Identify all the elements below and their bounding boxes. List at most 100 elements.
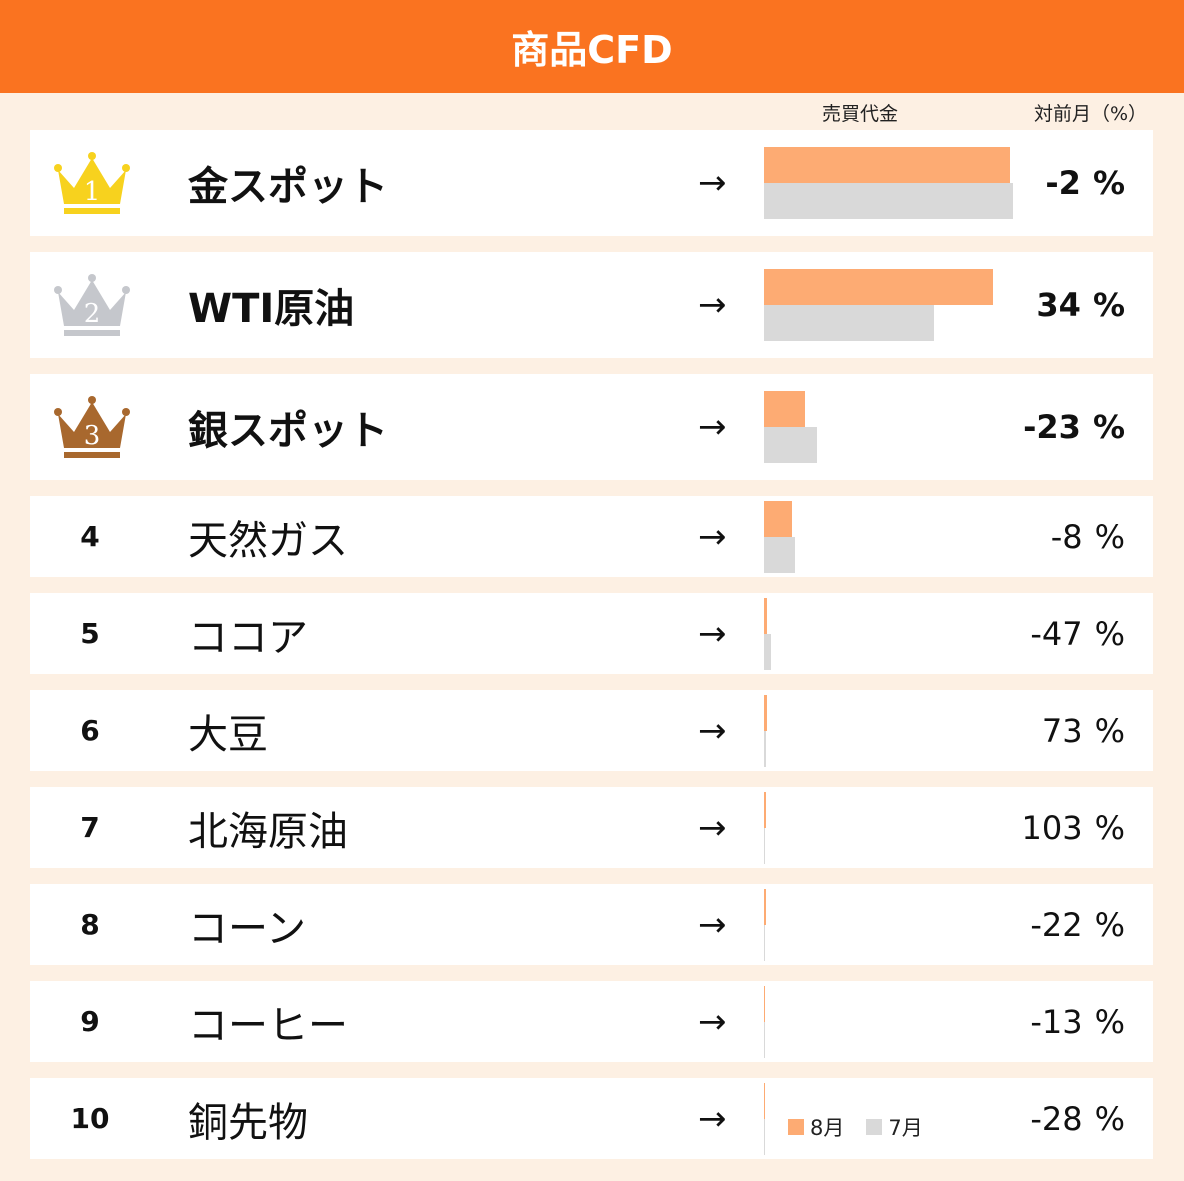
change-value: -2% [1045,130,1125,236]
legend-swatch-aug [788,1119,804,1135]
ranking-row: 3 銀スポット → -23% [30,374,1153,480]
crown-icon: 2 [54,274,130,336]
rank-number: 7 [80,811,100,844]
arrow-icon: → [698,710,727,751]
change-unit: % [1092,164,1125,202]
change-unit: % [1092,408,1125,446]
item-name: 北海原油 [188,808,348,855]
change-unit: % [1094,1002,1125,1041]
bar-group [764,694,1024,767]
bar-group [764,985,1024,1058]
change-number: 34 [1036,286,1081,324]
bar-aug [764,888,766,925]
change-unit: % [1094,808,1125,847]
bar-group [764,888,1024,961]
ranking-row: 7 北海原油 → 103% [30,787,1153,868]
change-number: -23 [1023,408,1081,446]
change-unit: % [1094,1099,1125,1138]
arrow-icon: → [698,904,727,945]
ranking-row: 5 ココア → -47% [30,593,1153,674]
bar-jul [764,730,766,767]
change-value: -8% [1051,496,1125,577]
arrow-icon: → [698,807,727,848]
change-number: -2 [1045,164,1081,202]
change-number: -8 [1050,517,1083,556]
bar-jul [764,427,817,463]
rank-number: 9 [80,1005,100,1038]
rank-number: 1 [84,177,101,207]
item-name: 大豆 [188,711,268,758]
arrow-icon: → [698,163,727,203]
bar-aug [764,391,805,427]
legend: 8月 7月 [788,1112,923,1142]
bar-jul [764,183,1013,219]
column-header-change: 対前月（%） [1034,103,1148,125]
page-title: 商品CFD [511,28,673,72]
change-unit: % [1094,614,1125,653]
item-name: 金スポット [188,164,388,210]
legend-label-jul: 7月 [888,1116,923,1140]
bar-jul [764,1021,765,1058]
change-unit: % [1094,517,1125,556]
crown-icon: 3 [54,396,130,458]
arrow-icon: → [698,613,727,654]
bar-jul [764,924,765,961]
change-value: -22% [1030,884,1125,965]
rank-number: 6 [80,714,100,747]
change-number: -22 [1030,905,1083,944]
bar-group [764,147,1024,219]
bar-group [764,1082,1024,1155]
change-value: -47% [1030,593,1125,674]
change-value: -23% [1023,374,1125,480]
bar-aug [764,694,767,731]
change-unit: % [1094,905,1125,944]
column-header-sales: 売買代金 [822,103,899,125]
ranking-row: 6 大豆 → 73% [30,690,1153,771]
ranking-row: 8 コーン → -22% [30,884,1153,965]
change-number: 103 [1021,808,1083,847]
item-name: コーヒー [188,1002,348,1049]
bar-aug [764,985,765,1022]
ranking-row: 1 金スポット → -2% [30,130,1153,236]
item-name: 銀スポット [188,408,388,454]
bar-aug [764,791,766,828]
legend-swatch-jul [866,1119,883,1135]
arrow-icon: → [698,1098,727,1139]
arrow-icon: → [698,516,727,557]
bar-aug [764,1082,765,1119]
ranking-row: 4 天然ガス → -8% [30,496,1153,577]
bar-group [764,269,1024,341]
rank-number: 4 [80,520,100,553]
bar-jul [764,305,934,341]
change-number: -28 [1030,1099,1083,1138]
change-value: -28% [1030,1078,1125,1159]
ranking-row: 2 WTI原油 → 34% [30,252,1153,358]
change-number: -13 [1030,1002,1083,1041]
bar-aug [764,597,767,634]
item-name: 銅先物 [188,1099,308,1146]
item-name: ココア [188,614,308,661]
crown-icon: 1 [54,152,130,214]
item-name: WTI原油 [188,286,355,332]
change-number: -47 [1030,614,1083,653]
change-value: 34% [1036,252,1125,358]
item-name: 天然ガス [188,517,348,564]
bar-jul [764,827,765,864]
change-value: -13% [1030,981,1125,1062]
change-value: 73% [1042,690,1125,771]
bar-aug [764,269,993,305]
ranking-row: 9 コーヒー → -13% [30,981,1153,1062]
bar-jul [764,536,795,573]
change-number: 73 [1041,711,1083,750]
header-bar: 商品CFD [0,0,1184,93]
ranking-row: 10 銅先物 → -28% [30,1078,1153,1159]
item-name: コーン [188,905,306,952]
arrow-icon: → [698,285,727,325]
rank-number: 3 [84,421,101,451]
bar-aug [764,147,1010,183]
arrow-icon: → [698,1001,727,1042]
rank-number: 5 [80,617,100,650]
rank-number: 10 [70,1102,110,1135]
bar-group [764,500,1024,573]
legend-label-aug: 8月 [810,1116,845,1140]
